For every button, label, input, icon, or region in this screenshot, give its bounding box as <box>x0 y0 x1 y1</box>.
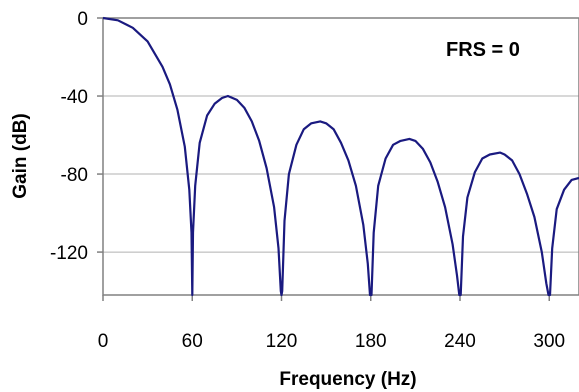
y-tick-label: -120 <box>50 243 88 264</box>
x-tick-label: 180 <box>355 331 387 352</box>
y-axis-title: Gain (dB) <box>10 113 31 199</box>
x-axis-title: Frequency (Hz) <box>279 369 416 390</box>
y-tick-label: 0 <box>77 9 88 30</box>
plot-area-frame <box>102 17 579 296</box>
x-tick-label: 120 <box>266 331 298 352</box>
x-tick-label: 0 <box>98 331 109 352</box>
y-tick-label: -40 <box>61 87 88 108</box>
x-tick-label: 240 <box>444 331 476 352</box>
gridlines <box>103 95 579 253</box>
y-tick-label: -80 <box>61 165 88 186</box>
x-tick-label: 60 <box>182 331 203 352</box>
x-tick-label: 300 <box>533 331 565 352</box>
frs-annotation: FRS = 0 <box>446 39 520 61</box>
gain-series-line <box>102 16 579 297</box>
